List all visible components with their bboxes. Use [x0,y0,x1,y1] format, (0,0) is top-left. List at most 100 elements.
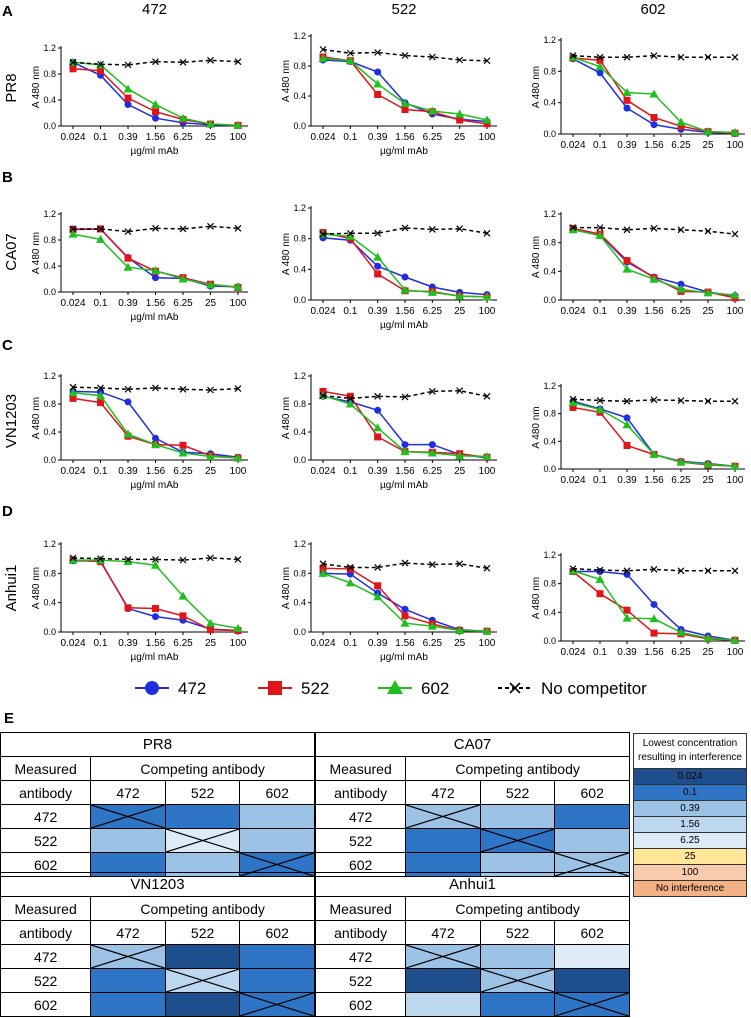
x-axis-label: µg/ml mAb [380,146,428,157]
interference-cell [554,968,630,993]
point-no-competitor [69,554,77,562]
chart-pr8-3: 0.0 0.4 0.8 1.2 0.024 0.1 0.39 1.56 6.25 25 100 A 4… [531,1,745,151]
point-522 [596,56,604,64]
x-tick-label: 0.39 [368,638,388,649]
point-602 [178,448,188,457]
y-tick-label: 0.8 [43,235,56,245]
point-no-competitor [346,49,354,57]
y-axis-label: A 480 nm [31,567,42,609]
point-no-competitor [319,230,327,238]
interference-cell [90,828,166,853]
interference-cell [405,944,481,969]
y-tick-label: 0.4 [43,598,56,608]
interference-cell [479,804,556,829]
interference-cell [479,944,556,969]
interference-cell [405,804,481,829]
row-header: 472 [314,944,407,969]
table-anhui1: Anhui1 Measured Competing antibody antibody… [314,872,630,1017]
self-competition-cross [165,829,240,852]
point-602 [373,423,383,432]
point-522 [401,612,409,620]
point-no-competitor [152,58,159,66]
point-602 [676,117,686,126]
x-tick-label: 0.39 [617,306,637,317]
point-602 [123,84,133,93]
x-tick-label: 0.39 [617,647,637,658]
row-header: 472 [0,944,92,969]
point-602 [151,560,160,569]
point-no-competitor [456,225,464,233]
point-no-competitor [650,224,658,232]
point-522 [623,606,631,614]
x-tick-label: 25 [454,638,466,649]
chart-legend: 472 522 602 No competitor [135,679,647,698]
y-tick-label: 0.8 [543,409,556,419]
table-title: PR8 [0,732,315,757]
legend-marker [387,680,403,694]
panel-label: A [2,3,13,20]
point-no-competitor [234,58,242,66]
point-602 [703,633,713,642]
column-header: 472 [405,780,481,805]
point-602 [649,449,659,458]
x-axis-label: µg/ml mAb [380,320,428,331]
x-tick-label: 0.39 [118,466,138,477]
point-no-competitor [179,58,187,66]
x-tick-label: 0.39 [368,466,388,477]
x-tick-label: 0.1 [593,647,607,658]
y-tick-label: 0.4 [543,607,556,617]
legend-marker [145,681,159,695]
y-tick-label: 1.2 [43,539,56,549]
point-no-competitor [596,566,604,574]
point-no-competitor [569,395,577,403]
x-tick-label: 0.024 [560,306,585,317]
self-competition-cross [91,945,165,968]
legend-label: 602 [421,679,449,698]
point-472 [374,262,382,270]
x-tick-label: 1.56 [146,638,166,649]
point-522 [152,108,159,116]
point-no-competitor [483,229,491,237]
point-no-competitor [456,387,464,395]
point-no-competitor [731,230,739,238]
point-472 [152,114,159,122]
point-no-competitor [623,567,631,575]
point-472 [401,605,409,613]
table-title: VN1203 [0,872,315,897]
point-472 [374,68,382,76]
point-602 [455,451,465,460]
legend-title: Lowest concentration resulting in interf… [633,733,747,769]
series-line-472 [572,229,736,297]
y-tick-label: 0.8 [293,568,306,578]
point-no-competitor [346,229,354,237]
x-tick-label: 25 [205,466,217,477]
y-tick-label: 0.4 [43,427,56,437]
point-no-competitor [97,225,104,233]
point-no-competitor [97,555,104,563]
point-602 [96,391,105,400]
point-no-competitor [346,564,354,571]
x-tick-label: 0.39 [368,132,388,143]
interference-cell [90,944,166,969]
point-522 [69,394,77,402]
point-no-competitor [97,60,104,68]
point-522 [69,65,77,73]
column-header: 522 [164,780,241,805]
table-title: CA07 [315,732,630,757]
point-602 [703,288,713,297]
x-tick-label: 25 [702,647,714,658]
legend-swatch: 6.25 [633,832,747,849]
point-602 [595,405,605,414]
point-522 [374,91,382,98]
interference-cell [164,828,241,853]
legend-label: No competitor [541,679,647,698]
point-602 [318,54,328,62]
point-no-competitor [731,567,739,575]
point-522 [623,441,631,449]
x-tick-label: 1.56 [146,298,166,309]
point-602 [676,284,686,293]
point-no-competitor [623,397,631,405]
y-tick-label: 0.8 [43,69,56,79]
antibody-label: antibody [0,920,92,945]
legend-swatch: 0.1 [633,784,747,801]
